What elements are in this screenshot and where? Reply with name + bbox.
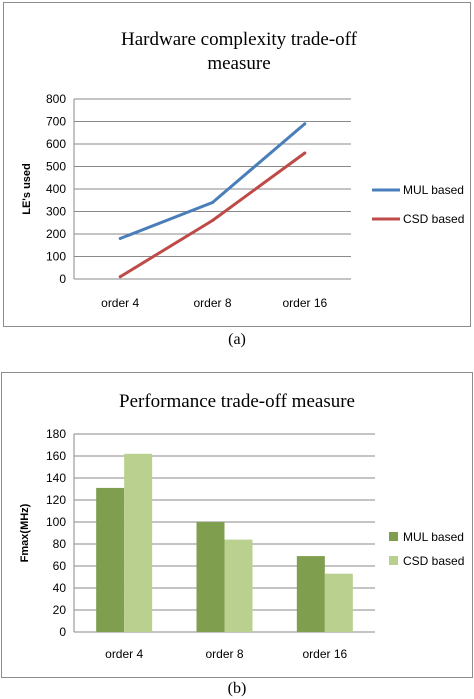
x-tick-label: order 4 [105, 647, 143, 661]
x-tick-label: order 4 [101, 296, 139, 310]
y-tick-label: 400 [46, 182, 66, 196]
x-tick-label: order 8 [205, 647, 243, 661]
y-tick-label: 120 [46, 493, 66, 507]
y-tick-label: 180 [46, 427, 66, 441]
series-line [119, 151, 306, 279]
legend-swatch [389, 532, 398, 541]
caption-b: (b) [227, 680, 247, 697]
data-point [211, 219, 214, 222]
y-tick-label: 300 [46, 205, 66, 219]
y-tick-label: 140 [46, 471, 66, 485]
legend-label: CSD based [403, 554, 464, 568]
x-tick-label: order 16 [302, 647, 347, 661]
y-axis-label: Fmax(MHz) [19, 503, 31, 562]
bar [224, 539, 253, 632]
chart-title: measure [207, 53, 270, 74]
legend-label: MUL based [403, 530, 464, 544]
y-tick-label: 0 [59, 272, 66, 286]
bar [96, 487, 125, 632]
y-tick-label: 160 [46, 449, 66, 463]
y-tick-label: 80 [53, 537, 67, 551]
y-tick-label: 100 [46, 250, 66, 264]
y-axis-label: LE's used [21, 163, 33, 215]
y-tick-label: 40 [53, 581, 67, 595]
bar-chart: Performance trade-off measure 0 20 40 60 80 10… [19, 391, 464, 661]
y-tick-label: 200 [46, 227, 66, 241]
y-tick-label: 100 [46, 515, 66, 529]
legend-label: MUL based [403, 183, 464, 197]
y-tick-label: 600 [46, 137, 66, 151]
data-point [303, 151, 307, 155]
legend-label: CSD based [403, 212, 464, 226]
bar [124, 453, 153, 632]
y-tick-label: 20 [53, 603, 67, 617]
data-point [211, 201, 214, 204]
data-point [303, 122, 307, 126]
caption-a: (a) [228, 331, 246, 348]
y-tick-label: 700 [46, 115, 66, 129]
data-point [118, 237, 122, 240]
legend-swatch [389, 556, 398, 565]
y-tick-label: 60 [53, 559, 67, 573]
bar [324, 573, 353, 632]
y-tick-label: 500 [46, 160, 66, 174]
line-chart: Hardware complexity trade-off measure 0 100… [21, 29, 464, 310]
x-tick-label: order 8 [193, 296, 231, 310]
x-tick-label: order 16 [282, 296, 327, 310]
data-point [118, 275, 122, 279]
chart-title: Hardware complexity trade-off [121, 29, 358, 50]
chart-panel-performance: Performance trade-off measure 0 20 40 60 80 10… [1, 372, 473, 678]
y-tick-label: 0 [59, 625, 66, 639]
bar [296, 556, 325, 632]
chart-panel-hardware: Hardware complexity trade-off measure 0 100… [3, 2, 471, 327]
chart-title: Performance trade-off measure [119, 391, 355, 412]
bar [196, 522, 225, 632]
y-tick-label: 800 [46, 92, 66, 106]
